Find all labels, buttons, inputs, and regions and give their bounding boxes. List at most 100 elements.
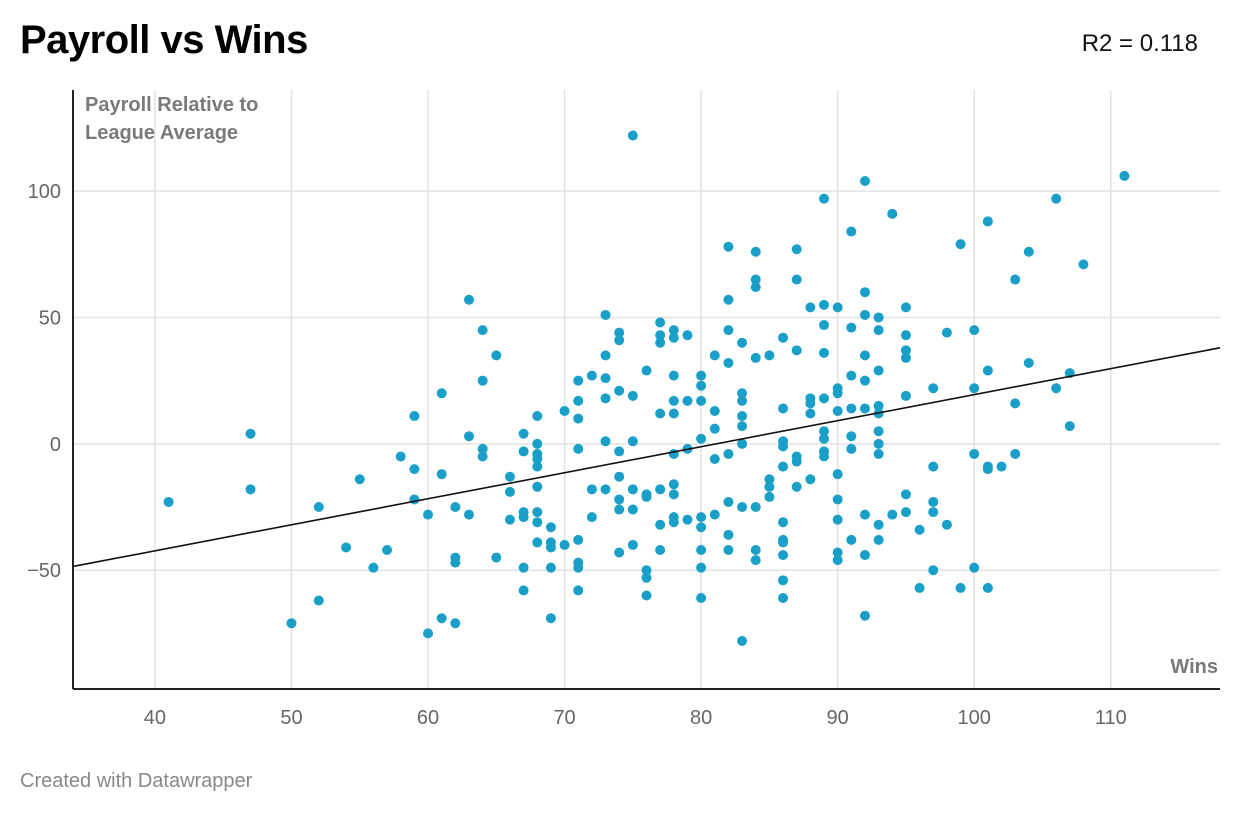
data-point: [668, 332, 679, 343]
data-point: [1023, 357, 1034, 368]
data-point: [778, 575, 789, 586]
data-point: [982, 365, 993, 376]
data-point: [819, 299, 830, 310]
data-point: [641, 590, 652, 601]
data-point: [518, 585, 529, 596]
data-point: [750, 502, 761, 513]
data-point: [900, 507, 911, 518]
data-point: [805, 408, 816, 419]
data-point: [900, 489, 911, 500]
data-point: [887, 509, 898, 520]
data-point: [778, 461, 789, 472]
x-tick-label: 80: [690, 707, 712, 729]
data-point: [737, 502, 748, 513]
data-point: [709, 350, 720, 361]
data-point: [518, 428, 529, 439]
data-point: [600, 309, 611, 320]
data-point: [532, 461, 543, 472]
data-point: [668, 408, 679, 419]
data-point: [887, 208, 898, 219]
x-tick-label: 110: [1095, 707, 1127, 729]
data-point: [573, 562, 584, 573]
data-point: [750, 544, 761, 555]
data-point: [737, 438, 748, 449]
data-point: [846, 534, 857, 545]
data-point: [764, 474, 775, 485]
data-point: [545, 522, 556, 533]
y-tick-label: 100: [28, 181, 61, 203]
data-point: [573, 585, 584, 596]
data-point: [600, 373, 611, 384]
data-point: [477, 451, 488, 462]
data-point: [504, 514, 515, 525]
data-point: [969, 448, 980, 459]
data-point: [832, 469, 843, 480]
data-point: [900, 390, 911, 401]
data-point: [723, 544, 734, 555]
data-point: [614, 446, 625, 457]
data-point: [409, 464, 420, 475]
data-point: [859, 375, 870, 386]
data-point: [245, 428, 256, 439]
data-point: [423, 628, 434, 639]
data-point: [614, 471, 625, 482]
data-point: [463, 294, 474, 305]
data-point: [819, 393, 830, 404]
data-point: [859, 403, 870, 414]
data-point: [737, 337, 748, 348]
data-point: [1119, 170, 1130, 181]
data-point: [313, 595, 324, 606]
data-point: [832, 302, 843, 313]
data-point: [900, 302, 911, 313]
data-point: [504, 471, 515, 482]
data-point: [586, 370, 597, 381]
data-point: [668, 370, 679, 381]
data-point: [641, 565, 652, 576]
data-point: [832, 494, 843, 505]
data-point: [463, 431, 474, 442]
data-point: [600, 484, 611, 495]
data-point: [655, 330, 666, 341]
data-point: [163, 496, 174, 507]
data-point: [859, 287, 870, 298]
data-point: [559, 405, 570, 416]
data-point: [696, 562, 707, 573]
data-point: [655, 317, 666, 328]
data-point: [504, 486, 515, 497]
data-point: [600, 436, 611, 447]
data-point: [955, 239, 966, 250]
data-point: [450, 557, 461, 568]
data-point: [832, 555, 843, 566]
data-point: [1010, 398, 1021, 409]
data-point: [723, 448, 734, 459]
chart-title: Payroll vs Wins: [20, 18, 308, 62]
data-point: [532, 438, 543, 449]
data-point: [737, 395, 748, 406]
data-point: [873, 400, 884, 411]
data-point: [477, 325, 488, 336]
data-point: [532, 507, 543, 518]
data-point: [778, 332, 789, 343]
data-point: [614, 504, 625, 515]
x-tick-label: 50: [280, 707, 302, 729]
data-point: [819, 320, 830, 331]
data-point: [819, 451, 830, 462]
data-point: [614, 327, 625, 338]
y-tick-label: 50: [39, 307, 61, 329]
data-point: [819, 426, 830, 437]
data-point: [764, 350, 775, 361]
data-point: [737, 411, 748, 422]
data-point: [627, 539, 638, 550]
data-point: [873, 438, 884, 449]
data-point: [668, 479, 679, 490]
data-point: [545, 613, 556, 624]
data-point: [682, 330, 693, 341]
x-tick-label: 60: [417, 707, 439, 729]
data-point: [614, 494, 625, 505]
data-point: [696, 370, 707, 381]
data-point: [450, 502, 461, 513]
data-point: [982, 582, 993, 593]
data-point: [1064, 421, 1075, 432]
data-point: [791, 274, 802, 285]
data-point: [982, 216, 993, 227]
